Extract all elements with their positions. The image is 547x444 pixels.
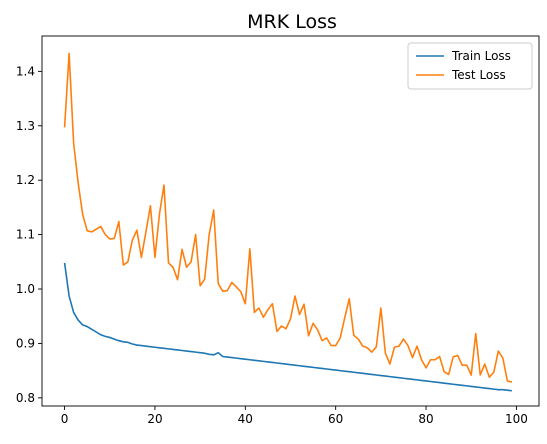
y-tick-label: 0.9 [16, 336, 35, 350]
plot-area-border [41, 35, 540, 407]
x-tick-label: 20 [147, 412, 162, 426]
series-layer [63, 52, 513, 392]
x-tick-label: 100 [505, 412, 528, 426]
train-loss-line [63, 262, 512, 392]
axes-frame [41, 35, 540, 407]
y-tick-label: 1.4 [16, 64, 35, 78]
y-tick-label: 1.0 [16, 282, 35, 296]
legend: Train Loss Test Loss [407, 42, 533, 90]
x-tick-label: 40 [238, 412, 253, 426]
y-tick-label: 1.1 [16, 228, 35, 242]
y-tick-label: 1.3 [16, 119, 35, 133]
chart-title: MRK Loss [247, 11, 337, 33]
train-loss-legend-label: Train Loss [451, 49, 511, 63]
x-tick-label: 0 [61, 412, 69, 426]
x-tick-label: 60 [328, 412, 343, 426]
y-tick-label: 1.2 [16, 173, 35, 187]
test-loss-line [63, 52, 513, 383]
legend-box [407, 42, 533, 90]
x-tick-label: 80 [418, 412, 433, 426]
y-axis: 0.8 0.9 1.0 1.1 1.2 1.3 1.4 [16, 64, 42, 405]
x-axis: 0 20 40 60 80 100 [61, 406, 528, 426]
test-loss-legend-label: Test Loss [451, 68, 506, 82]
y-tick-label: 0.8 [16, 391, 35, 405]
